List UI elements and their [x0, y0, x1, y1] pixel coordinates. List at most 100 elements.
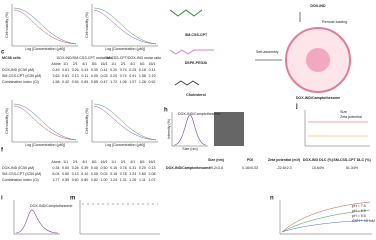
legend-entry: pH = 5.5: [352, 214, 366, 218]
table-cell: 1.26: [139, 80, 146, 84]
table-cell: 0.54: [72, 80, 79, 84]
compound-label: Cholesterol: [186, 93, 206, 97]
row-label: Combination index (CI): [2, 178, 39, 182]
column-header: 4/1: [130, 160, 135, 164]
table-cell: 1.26: [129, 178, 136, 182]
table-title: MC38 cells: [2, 56, 21, 60]
table-cell: 1.58: [53, 80, 60, 84]
column-header: Alone: [51, 160, 60, 164]
column-header: Size (nm): [208, 158, 225, 162]
legend-entry: DOX-IND/Camptothesome: [30, 204, 73, 208]
table-cell: 0.16: [110, 172, 117, 176]
table-cell: 0.13: [149, 166, 156, 170]
column-header: 16/1: [149, 62, 156, 66]
row-label: SM-CSS-CPT (IC50 μM): [2, 172, 41, 176]
column-header: 16/1: [149, 160, 156, 164]
table-cell: 0.05: [91, 74, 98, 78]
y-axis-label: Intensity (%): [167, 119, 171, 139]
column-header: 1/1: [111, 160, 116, 164]
column-header: 4/1: [82, 160, 87, 164]
table-cell: 0.61: [62, 74, 69, 78]
table-cell: 0.03: [101, 172, 108, 176]
column-header: Zeta potential (mV): [268, 158, 301, 162]
table-cell: 0.82: [91, 178, 98, 182]
x-axis-label: Size (nm): [182, 147, 197, 151]
table-cell: 0.20: [110, 74, 117, 78]
panel-label: i: [1, 196, 3, 202]
table-cell: 0.39: [91, 68, 98, 72]
table-cell: 51.34%: [346, 166, 359, 170]
product-label: DOX-IND/Camptothesome: [296, 96, 340, 100]
table-cell: 0.60: [62, 172, 69, 176]
column-header: 16/1: [101, 62, 108, 66]
group-header: SM-CSS-CPT/DOX-IND molar ratio: [105, 56, 162, 60]
group-header: DOX-IND/SM-CSS-CPT molar ratio: [57, 56, 113, 60]
table-cell: 0.13: [72, 172, 79, 176]
table-cell: 1.60: [139, 172, 146, 176]
table-cell: 0.42: [62, 80, 69, 84]
legend-entry: pH = 6.5: [352, 209, 366, 213]
table-cell: 0.80: [81, 178, 88, 182]
y-axis-label: Cell viability (%): [85, 108, 89, 134]
table-cell: 1.00: [101, 178, 108, 182]
column-header: 4/1: [130, 62, 135, 66]
table-cell: 0.78: [120, 166, 127, 170]
x-axis-label: Log [Concentration (μM)]: [25, 47, 65, 51]
panel-label: f: [1, 148, 4, 154]
y-axis-label: Cell viability (%): [85, 12, 89, 38]
step-label: Remote loading: [322, 20, 347, 24]
row-label: DOX-IND/Camptothesome: [166, 166, 210, 170]
table-cell: 2.19: [149, 74, 156, 78]
table-cell: 0.49: [53, 68, 60, 72]
table-cell: 1.07: [149, 178, 156, 182]
column-header: 2/1: [73, 160, 78, 164]
table-cell: 1.24: [129, 172, 136, 176]
column-header: 8/1: [140, 160, 145, 164]
column-header: SM-CSS-CPT DLC (%): [333, 158, 371, 162]
table-cell: 0.43: [81, 68, 88, 72]
table-cell: 0.25: [129, 68, 136, 72]
table-cell: 0.26: [72, 166, 79, 170]
table-cell: 0.26: [72, 68, 79, 72]
table-cell: 1.58: [139, 74, 146, 78]
row-label: Combination index (CI): [2, 80, 39, 84]
panel-label: m: [70, 196, 75, 202]
y-axis-label: Cell viability (%): [5, 12, 9, 38]
table-cell: 0.20: [139, 166, 146, 170]
legend-entry: Zeta potential: [340, 115, 362, 119]
column-header: 8/1: [92, 62, 97, 66]
table-cell: 1.07: [129, 80, 136, 84]
plot-frames: [11, 4, 372, 235]
column-header: DOX-IND DLC (%): [303, 158, 334, 162]
panel-label: c: [1, 50, 5, 56]
table-cell: 0.60: [62, 166, 69, 170]
table-cell: 0.41: [101, 68, 108, 72]
table-cell: 0.74: [120, 74, 127, 78]
table-cell: 2.08: [149, 172, 156, 176]
compound-label: DOX-IND: [310, 4, 326, 8]
table-cell: 0.16±0.03: [242, 166, 258, 170]
step-label: Self-assembly: [256, 50, 279, 54]
table-cell: 1.31: [120, 178, 127, 182]
legend-entry: DOX-IND/Camptothesome: [178, 112, 221, 116]
table-cell: 0.18: [139, 68, 146, 72]
table-cell: 0.55: [62, 178, 69, 182]
table-cell: -22.6±2.3: [276, 166, 291, 170]
compound-label: DSPE-PEG2k: [185, 61, 208, 65]
column-header: 1/1: [111, 62, 116, 66]
compound-label: SM-CSS-CPT: [185, 33, 208, 37]
table-cell: 0.13: [72, 74, 79, 78]
table-cell: 0.34: [53, 166, 60, 170]
table-cell: 0.20: [110, 68, 117, 72]
table-cell: 0.16: [110, 166, 117, 170]
column-header: 8/1: [140, 62, 145, 66]
legend-entry: GSH + 10 mM: [352, 219, 375, 223]
table-cell: 0.40: [91, 166, 98, 170]
panel-label: j: [295, 104, 298, 110]
table-cell: 1.77: [53, 178, 60, 182]
column-header: PDI: [247, 158, 253, 162]
panel-label: h: [164, 108, 168, 114]
table-cell: 0.60: [72, 178, 79, 182]
row-label: DOX-IND (IC50 μM): [2, 68, 34, 72]
